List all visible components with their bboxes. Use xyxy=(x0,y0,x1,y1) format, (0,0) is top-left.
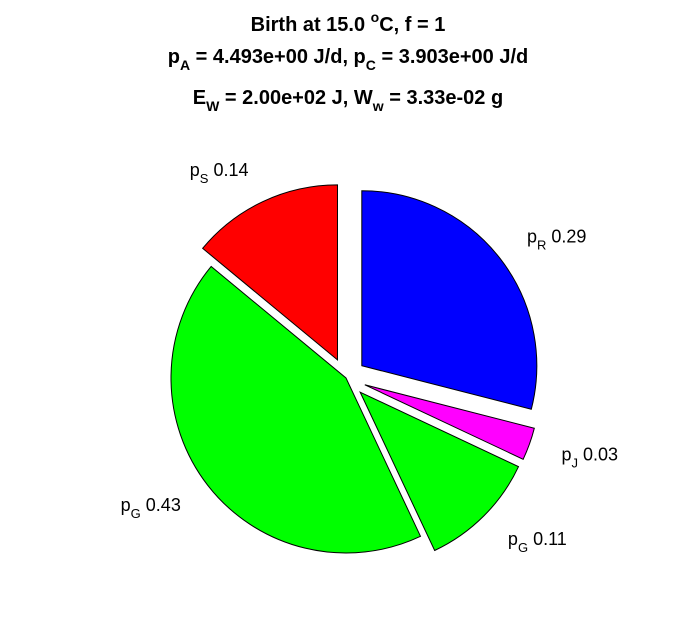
title-line-2: pA​ = 4.493e+00 J/d, pC​ = 3.903e+00 J/d xyxy=(168,46,529,73)
pie-slice-pj-2 xyxy=(364,384,535,460)
title-line-3: EW​ = 2.00e+02 J, Ww​ = 3.33e-02 g xyxy=(193,87,503,114)
pie-slice-ps-5 xyxy=(201,184,338,361)
title-line-1: Birth at 15.0 o​C, f = 1 xyxy=(251,9,446,36)
slice-label-4: pG 0.43 xyxy=(121,495,181,521)
slice-label-5: pS 0.14 xyxy=(190,160,249,186)
chart-title: Birth at 15.0 o​C, f = 1 pA​ = 4.493e+00 … xyxy=(168,9,529,114)
slice-label-3: pG 0.11 xyxy=(508,529,567,555)
pie-slices xyxy=(170,184,538,554)
pie-slice-pg-3 xyxy=(359,391,520,552)
pie-slice-pg-4 xyxy=(170,265,422,554)
pie-slice-pr-1 xyxy=(361,190,538,410)
slice-label-1: pR 0.29 xyxy=(527,227,586,253)
slice-label-2: pJ 0.03 xyxy=(561,445,618,471)
slice-labels: pR 0.29 pJ 0.03 pG 0.11 pG 0.43 pS 0.14 xyxy=(121,160,618,555)
